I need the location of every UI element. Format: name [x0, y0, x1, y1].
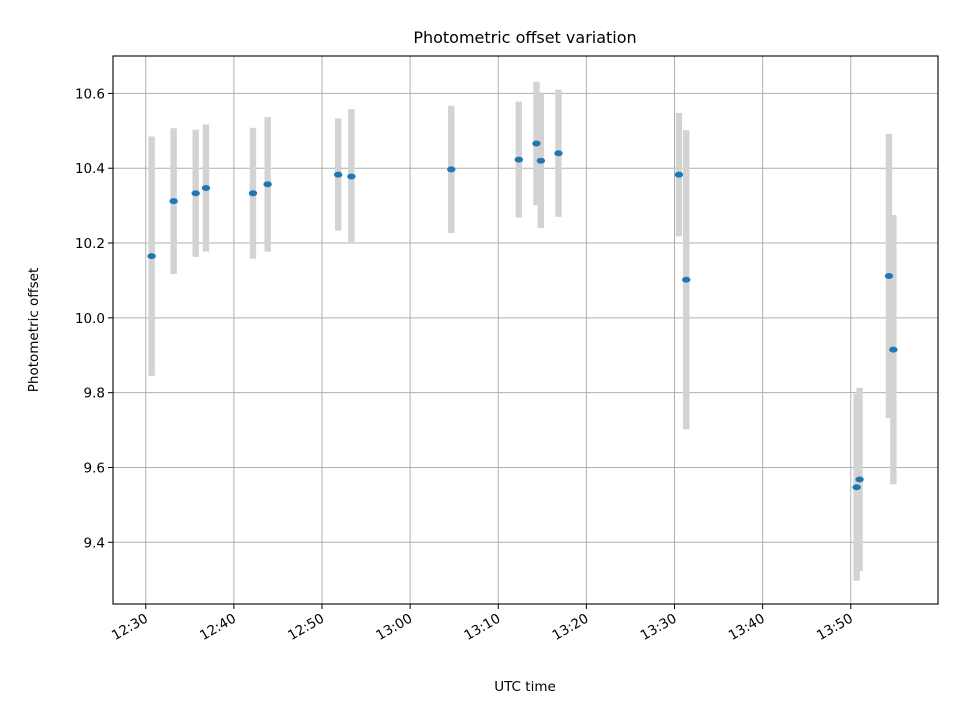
data-point: [554, 150, 563, 157]
y-tick-label: 10.2: [75, 236, 105, 252]
y-axis-label: Photometric offset: [26, 268, 42, 392]
data-point: [191, 190, 200, 197]
data-point: [263, 181, 272, 188]
chart-title: Photometric offset variation: [413, 28, 636, 47]
data-point: [347, 173, 356, 180]
y-tick-label: 9.4: [84, 535, 105, 551]
y-tick-label: 9.6: [84, 460, 105, 476]
data-point: [201, 185, 211, 192]
data-point: [248, 190, 258, 197]
y-tick-label: 9.8: [84, 386, 105, 402]
data-point: [889, 346, 898, 353]
data-point: [852, 484, 861, 491]
data-point: [169, 198, 178, 205]
data-point: [855, 476, 864, 483]
data-point: [674, 171, 684, 178]
data-point: [333, 171, 343, 178]
y-tick-label: 10.6: [75, 86, 105, 102]
data-point: [536, 157, 546, 164]
plot-frame: [112, 55, 939, 605]
grid: [113, 56, 938, 604]
y-tick-label: 10.4: [75, 161, 105, 177]
data-point: [147, 253, 156, 260]
data-point: [532, 140, 541, 147]
data-point: [682, 276, 691, 283]
y-tick-label: 10.0: [75, 311, 105, 327]
data-point: [884, 272, 894, 279]
data-points: [147, 140, 898, 491]
data-point: [514, 156, 524, 163]
x-axis-label: UTC time: [494, 679, 556, 695]
data-point: [447, 166, 456, 173]
